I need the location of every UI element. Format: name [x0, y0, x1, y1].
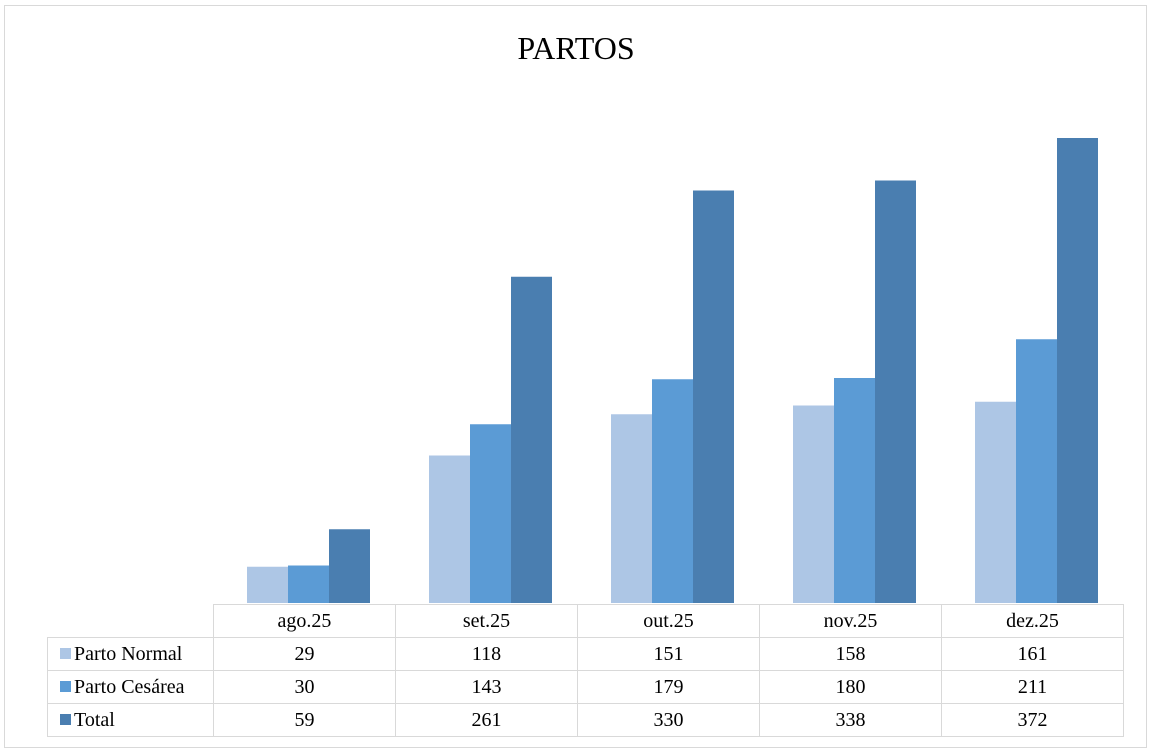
data-label: 29	[213, 637, 396, 671]
data-table-row-total: Total 59 261 330 338 372	[47, 703, 1124, 737]
data-label: 372	[941, 703, 1124, 737]
legend-label: Parto Normal	[74, 642, 183, 665]
bar-parto-cesarea-nov-25	[834, 378, 875, 603]
data-label: 161	[941, 637, 1124, 671]
legend-swatch	[60, 713, 71, 725]
bar-parto-cesarea-set-25	[470, 424, 511, 603]
data-label: 261	[395, 703, 578, 737]
bar-parto-normal-nov-25	[793, 405, 834, 603]
data-label: 151	[577, 637, 760, 671]
legend-swatch	[60, 680, 71, 692]
bar-total-set-25	[511, 276, 552, 603]
data-table-row-parto-cesarea: Parto Cesárea 30 143 179 180 211	[47, 670, 1124, 704]
bar-parto-normal-ago-25	[247, 566, 288, 603]
legend-entry-parto-cesarea: Parto Cesárea	[47, 670, 214, 704]
data-label: 158	[759, 637, 942, 671]
data-label: 30	[213, 670, 396, 704]
bar-total-ago-25	[329, 529, 370, 603]
data-label: 59	[213, 703, 396, 737]
legend-label: Parto Cesárea	[74, 675, 185, 698]
bar-parto-normal-out-25	[611, 414, 652, 603]
data-label: 118	[395, 637, 578, 671]
data-label: 143	[395, 670, 578, 704]
data-label: 211	[941, 670, 1124, 704]
bar-parto-cesarea-ago-25	[288, 565, 329, 603]
data-table-corner	[47, 604, 214, 638]
data-label: 180	[759, 670, 942, 704]
bar-total-nov-25	[875, 180, 916, 603]
bar-parto-normal-set-25	[429, 455, 470, 603]
legend-label: Total	[74, 708, 115, 731]
data-label: 179	[577, 670, 760, 704]
data-table-header-row: ago.25 set.25 out.25 nov.25 dez.25	[47, 604, 1124, 638]
legend-entry-total: Total	[47, 703, 214, 737]
bar-parto-cesarea-out-25	[652, 379, 693, 603]
bar-parto-normal-dez-25	[975, 401, 1016, 603]
data-label: 338	[759, 703, 942, 737]
bar-total-dez-25	[1057, 138, 1098, 603]
category-label: set.25	[395, 604, 578, 638]
bar-parto-cesarea-dez-25	[1016, 339, 1057, 603]
bar-total-out-25	[693, 190, 734, 603]
category-label: nov.25	[759, 604, 942, 638]
category-label: out.25	[577, 604, 760, 638]
data-label: 330	[577, 703, 760, 737]
legend-swatch	[60, 647, 71, 659]
legend-entry-parto-normal: Parto Normal	[47, 637, 214, 671]
category-label: ago.25	[213, 604, 396, 638]
chart-title: PARTOS	[517, 30, 635, 66]
data-table-row-parto-normal: Parto Normal 29 118 151 158 161	[47, 637, 1124, 671]
category-label: dez.25	[941, 604, 1124, 638]
data-table: ago.25 set.25 out.25 nov.25 dez.25 Parto…	[47, 604, 1124, 737]
